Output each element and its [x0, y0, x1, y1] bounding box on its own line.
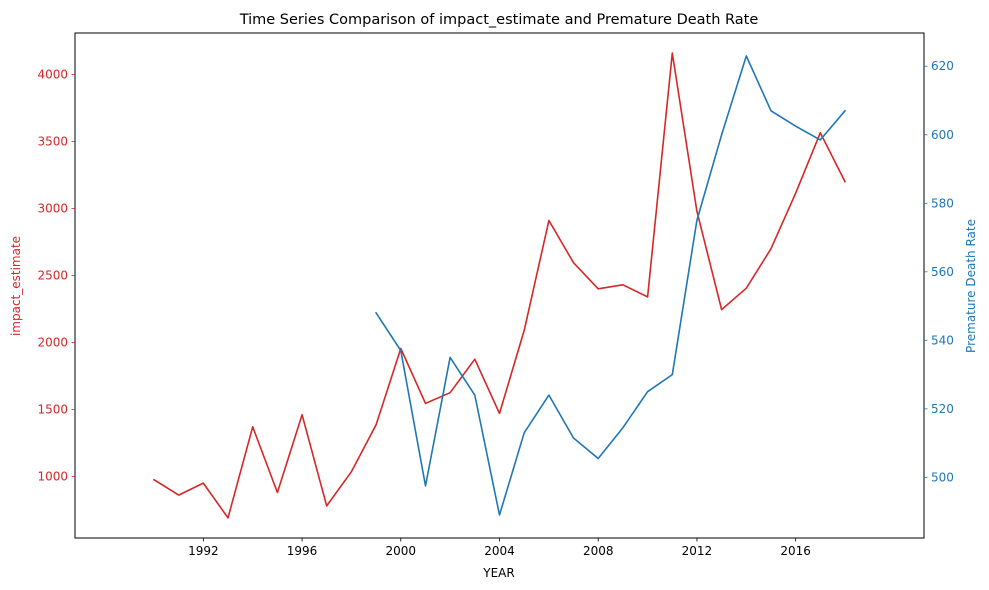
y-axis-right: 500 520 540 560 580 600 620 — [924, 59, 954, 484]
y-left-tick-label: 2000 — [37, 335, 68, 349]
y-left-tick-label: 4000 — [37, 68, 68, 82]
y-left-tick-label: 3000 — [37, 201, 68, 215]
series-line-impact-estimate — [152, 52, 847, 519]
y-left-tick-label: 3500 — [37, 135, 68, 149]
x-axis-title: YEAR — [482, 566, 514, 580]
series-line-premature-death-rate — [374, 55, 847, 516]
x-tick-label: 2016 — [780, 544, 811, 558]
series-layer — [152, 52, 847, 519]
y-right-tick-label: 500 — [931, 470, 954, 484]
y-axis-left: 1000 1500 2000 2500 3000 3500 4000 — [37, 68, 75, 483]
chart-title: Time Series Comparison of impact_estimat… — [239, 12, 759, 28]
y-right-tick-label: 560 — [931, 265, 954, 279]
plot-frame — [74, 32, 925, 539]
y-right-tick-label: 540 — [931, 333, 954, 347]
x-tick-label: 1996 — [287, 544, 318, 558]
x-tick-label: 2008 — [583, 544, 614, 558]
y-axis-right-title: Premature Death Rate — [964, 219, 978, 353]
x-tick-label: 1992 — [188, 544, 219, 558]
y-right-tick-label: 600 — [931, 128, 954, 142]
x-axis: 1992 1996 2000 2004 2008 2012 2016 — [188, 538, 811, 558]
y-left-tick-label: 1000 — [37, 469, 68, 483]
y-right-tick-label: 620 — [931, 59, 954, 73]
y-left-tick-label: 2500 — [37, 268, 68, 282]
x-tick-label: 2012 — [682, 544, 713, 558]
y-right-tick-label: 580 — [931, 196, 954, 210]
y-right-tick-label: 520 — [931, 402, 954, 416]
x-tick-label: 2004 — [484, 544, 515, 558]
x-tick-label: 2000 — [386, 544, 417, 558]
y-axis-left-title: impact_estimate — [9, 236, 23, 336]
y-left-tick-label: 1500 — [37, 402, 68, 416]
